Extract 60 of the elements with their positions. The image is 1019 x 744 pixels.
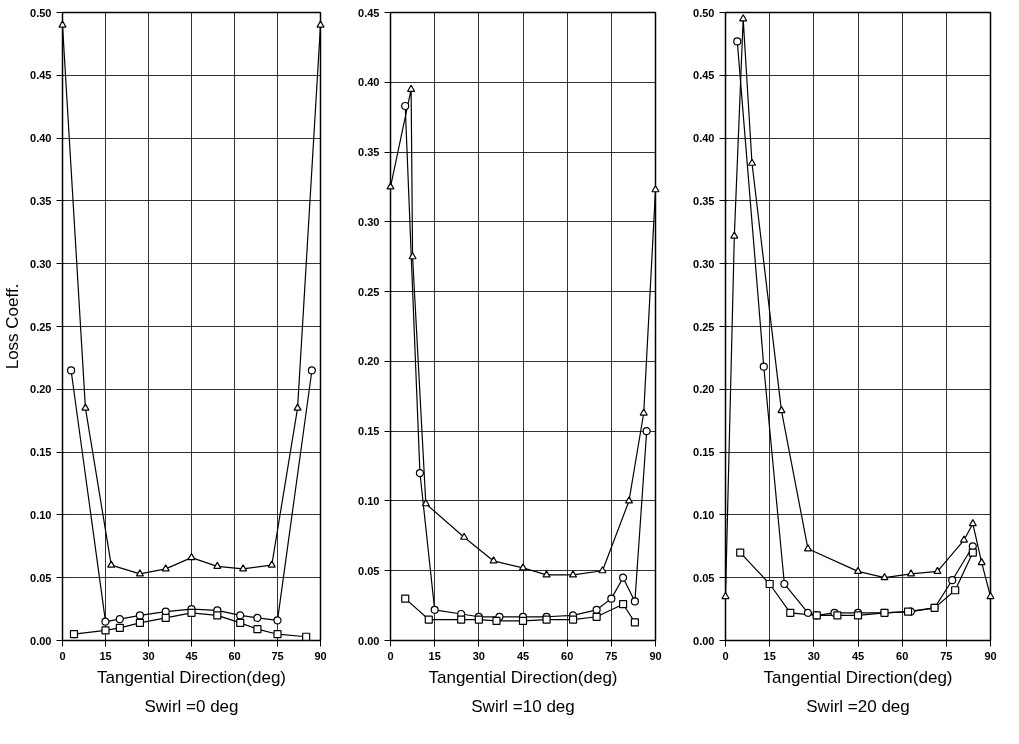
y-tick-label: 0.15 [358, 425, 380, 438]
y-tick-label: 0.10 [30, 508, 52, 521]
y-tick-label: 0.35 [358, 146, 380, 159]
x-tick-label: 60 [228, 649, 241, 662]
y-tick-label: 0.10 [693, 508, 715, 521]
x-axis-title: Tangential Direction(deg) [428, 667, 618, 687]
y-tick-label: 0.05 [30, 571, 52, 584]
x-tick-label: 0 [387, 649, 394, 662]
y-tick-label: 0.35 [693, 194, 715, 207]
y-tick-label: 0.10 [358, 494, 380, 507]
x-tick-label: 45 [851, 649, 865, 662]
x-tick-label: 30 [142, 649, 155, 662]
x-tick-label: 60 [896, 649, 909, 662]
y-tick-label: 0.40 [358, 76, 380, 89]
text: Swirl =10 deg [471, 696, 575, 716]
y-tick-label: 0.25 [30, 320, 52, 333]
y-axis-title: Loss Coeff. [3, 283, 23, 370]
y-tick-label: 0.25 [693, 320, 715, 333]
x-tick-label: 60 [561, 649, 574, 662]
text: Swirl =20 deg [806, 696, 910, 716]
x-axis-title: Tangential Direction(deg) [97, 667, 286, 687]
y-tick-label: 0.30 [358, 215, 380, 228]
x-tick-label: 45 [185, 649, 198, 662]
y-tick-label: 0.00 [693, 634, 715, 647]
y-tick-label: 0.25 [358, 285, 380, 298]
y-tick-label: 0.30 [30, 257, 52, 270]
x-tick-label: 75 [271, 649, 284, 662]
y-tick-label: 0.50 [30, 6, 52, 19]
y-tick-label: 0.40 [30, 132, 52, 145]
y-tick-label: 0.45 [693, 69, 715, 82]
x-tick-label: 30 [807, 649, 820, 662]
y-tick-label: 0.45 [358, 6, 380, 19]
y-tick-label: 0.20 [693, 383, 715, 396]
x-tick-label: 45 [516, 649, 530, 662]
x-axis-title: Tangential Direction(deg) [763, 667, 953, 687]
x-tick-label: 30 [472, 649, 485, 662]
y-tick-label: 0.05 [358, 564, 380, 577]
x-tick-label: 0 [722, 649, 729, 662]
y-tick-label: 0.35 [30, 194, 52, 207]
y-tick-label: 0.05 [693, 571, 715, 584]
y-tick-label: 0.20 [358, 355, 380, 368]
x-tick-label: 75 [605, 649, 618, 662]
x-tick-label: 90 [984, 649, 997, 662]
y-tick-label: 0.20 [30, 383, 52, 396]
y-tick-label: 0.45 [30, 69, 52, 82]
text: Swirl =0 deg [144, 696, 239, 716]
y-tick-label: 0.40 [693, 132, 715, 145]
y-tick-label: 0.00 [30, 634, 52, 647]
x-tick-label: 15 [428, 649, 441, 662]
y-tick-label: 0.30 [693, 257, 715, 270]
x-tick-label: 15 [99, 649, 112, 662]
y-tick-label: 0.00 [358, 634, 380, 647]
x-tick-label: 90 [649, 649, 662, 662]
y-tick-label: 0.15 [693, 446, 715, 459]
x-tick-label: 75 [940, 649, 953, 662]
x-tick-label: 15 [763, 649, 776, 662]
y-tick-label: 0.15 [30, 446, 52, 459]
y-tick-label: 0.50 [693, 6, 715, 19]
x-tick-label: 90 [314, 649, 327, 662]
x-tick-label: 0 [59, 649, 66, 662]
